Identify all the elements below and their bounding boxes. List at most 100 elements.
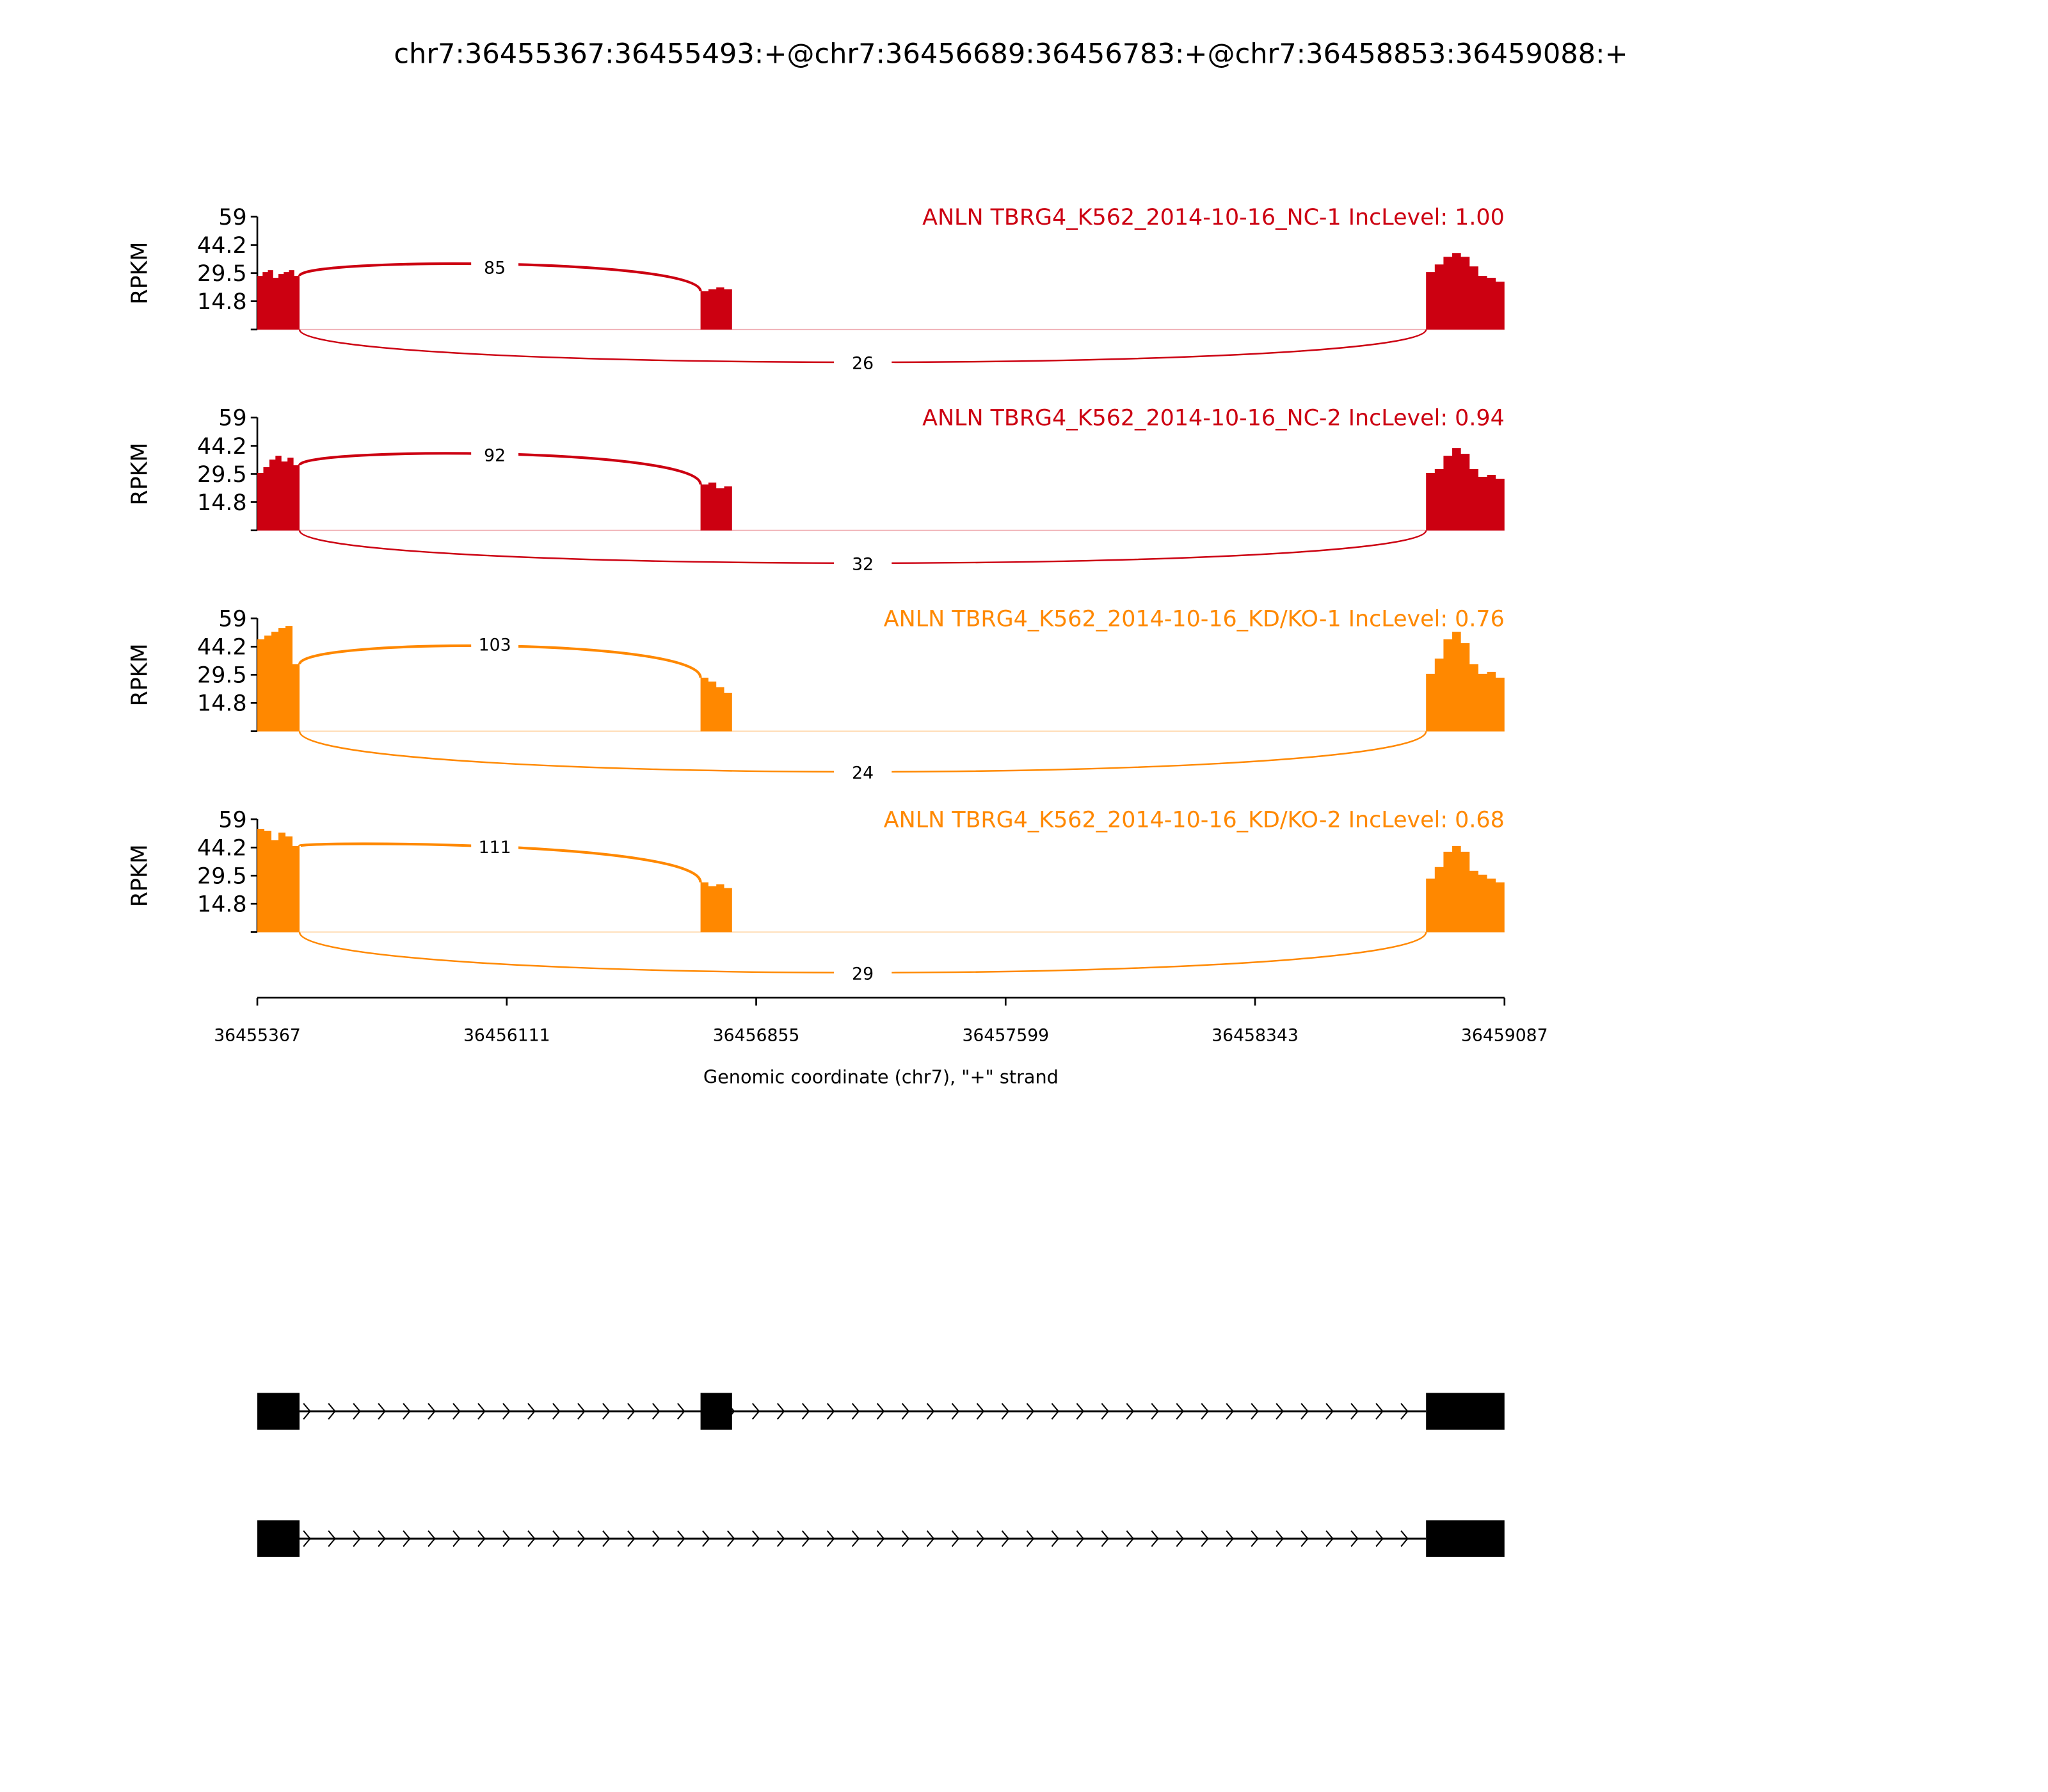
y-tick-label: 14.8 — [197, 490, 247, 516]
y-tick-label: 29.5 — [197, 261, 247, 287]
strand-arrow-icon — [477, 1530, 486, 1548]
strand-arrow-icon — [577, 1403, 586, 1420]
strand-arrow-icon — [1076, 1403, 1085, 1420]
strand-arrow-icon — [1051, 1403, 1060, 1420]
strand-arrow-icon — [652, 1530, 660, 1548]
y-tick-label: 14.8 — [197, 289, 247, 315]
gene-model-track — [257, 1393, 1505, 1557]
strand-arrow-icon — [951, 1530, 960, 1548]
strand-arrow-icon — [1325, 1530, 1334, 1548]
y-tick-label: 59 — [218, 406, 246, 431]
sample-label: ANLN TBRG4_K562_2014-10-16_NC-2 IncLevel… — [922, 406, 1505, 431]
junction-label-bg — [833, 350, 892, 373]
strand-arrow-icon — [876, 1530, 885, 1548]
strand-arrow-icon — [1026, 1403, 1035, 1420]
strand-arrow-icon — [751, 1403, 760, 1420]
inclusion-junction-count: 85 — [484, 259, 506, 278]
exon-block — [257, 1520, 300, 1557]
strand-arrow-icon — [452, 1530, 461, 1548]
strand-arrow-icon — [1126, 1403, 1134, 1420]
strand-arrow-icon — [726, 1530, 735, 1548]
x-tick-label: 36458343 — [1212, 1026, 1299, 1046]
strand-arrow-icon — [1226, 1403, 1234, 1420]
strand-arrow-icon — [1276, 1403, 1284, 1420]
strand-arrow-icon — [926, 1403, 935, 1420]
strand-arrow-icon — [826, 1530, 835, 1548]
strand-arrow-icon — [1300, 1530, 1309, 1548]
strand-arrow-icon — [1350, 1530, 1359, 1548]
strand-arrow-icon — [801, 1530, 810, 1548]
strand-arrow-icon — [1101, 1403, 1109, 1420]
exon-coverage-area — [257, 270, 300, 330]
strand-arrow-icon — [627, 1530, 636, 1548]
y-tick-label: 59 — [218, 606, 246, 632]
inclusion-junction-count: 92 — [484, 445, 506, 465]
strand-arrow-icon — [1300, 1403, 1309, 1420]
inclusion-junction-count: 111 — [479, 838, 511, 858]
exon-coverage-area — [700, 287, 732, 330]
y-tick-label: 14.8 — [197, 892, 247, 917]
junction-label-bg — [833, 760, 892, 783]
strand-arrow-icon — [1001, 1530, 1010, 1548]
strand-arrow-icon — [1026, 1530, 1035, 1548]
strand-arrow-icon — [1076, 1530, 1085, 1548]
sample-label: ANLN TBRG4_K562_2014-10-16_NC-1 IncLevel… — [922, 205, 1505, 230]
strand-arrow-icon — [1400, 1403, 1409, 1420]
strand-arrow-icon — [901, 1530, 910, 1548]
strand-arrow-icon — [403, 1403, 411, 1420]
junction-label-bg — [833, 551, 892, 574]
strand-arrow-icon — [527, 1530, 536, 1548]
strand-arrow-icon — [976, 1530, 985, 1548]
exon-block — [257, 1393, 300, 1430]
strand-arrow-icon — [403, 1530, 411, 1548]
exon-coverage-area — [257, 828, 300, 932]
strand-arrow-icon — [502, 1530, 511, 1548]
strand-arrow-icon — [328, 1403, 336, 1420]
strand-arrow-icon — [1101, 1530, 1109, 1548]
strand-arrow-icon — [452, 1403, 461, 1420]
isoform-track — [257, 1520, 1505, 1557]
exon-coverage-area — [700, 677, 732, 732]
strand-arrow-icon — [1176, 1403, 1184, 1420]
strand-arrow-icon — [1151, 1403, 1159, 1420]
strand-arrow-icon — [901, 1403, 910, 1420]
strand-arrow-icon — [1400, 1530, 1409, 1548]
x-tick-label: 36459087 — [1461, 1026, 1548, 1046]
strand-arrow-icon — [428, 1530, 436, 1548]
strand-arrow-icon — [552, 1530, 561, 1548]
exon-coverage-area — [1426, 632, 1505, 732]
y-tick-label: 14.8 — [197, 691, 247, 717]
strand-arrow-icon — [1201, 1403, 1209, 1420]
exon-coverage-area — [1426, 448, 1505, 531]
exon-coverage-area — [1426, 845, 1505, 932]
strand-arrow-icon — [552, 1403, 561, 1420]
strand-arrow-icon — [1226, 1530, 1234, 1548]
strand-arrow-icon — [1375, 1530, 1384, 1548]
strand-arrow-icon — [926, 1530, 935, 1548]
x-tick-label: 36456111 — [463, 1026, 550, 1046]
strand-arrow-icon — [1276, 1530, 1284, 1548]
skipping-junction-count: 24 — [852, 763, 874, 783]
y-tick-label: 29.5 — [197, 864, 247, 890]
strand-arrow-icon — [851, 1403, 860, 1420]
strand-arrow-icon — [1176, 1530, 1184, 1548]
inclusion-junction-count: 103 — [479, 635, 511, 655]
strand-arrow-icon — [627, 1403, 636, 1420]
strand-arrow-icon — [477, 1403, 486, 1420]
strand-arrow-icon — [851, 1530, 860, 1548]
strand-arrow-icon — [428, 1403, 436, 1420]
exon-coverage-area — [257, 456, 300, 531]
strand-arrow-icon — [801, 1403, 810, 1420]
y-axis-label: RPKM — [127, 643, 153, 706]
strand-arrow-icon — [303, 1403, 311, 1420]
strand-arrow-icon — [353, 1403, 361, 1420]
strand-arrow-icon — [951, 1403, 960, 1420]
strand-arrow-icon — [776, 1530, 785, 1548]
y-tick-label: 44.2 — [197, 635, 247, 660]
strand-arrow-icon — [1325, 1403, 1334, 1420]
junction-label-bg — [471, 835, 519, 858]
strand-arrow-icon — [328, 1530, 336, 1548]
